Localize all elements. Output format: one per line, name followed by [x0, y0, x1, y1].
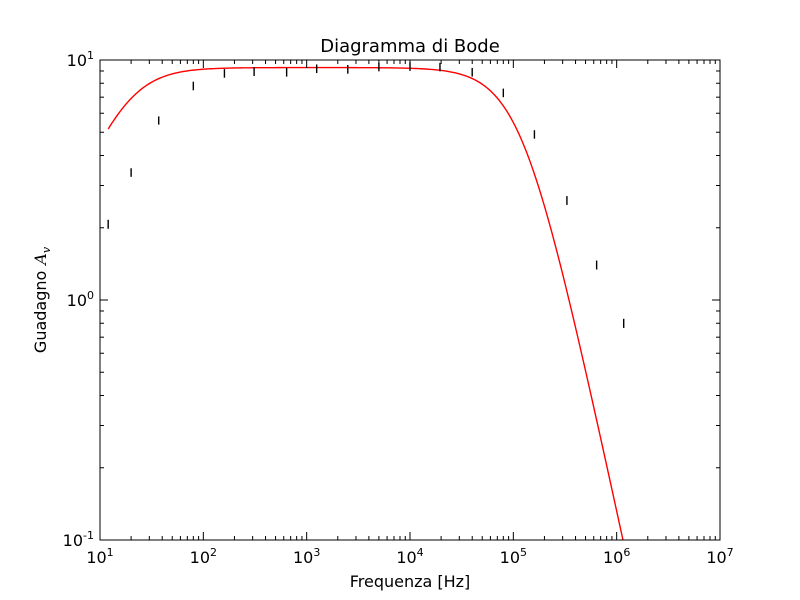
- x-tick-label-3: 103: [293, 546, 320, 567]
- y-tick-label-3: 101: [67, 49, 94, 70]
- y-axis-label-subscript: v: [40, 246, 53, 253]
- x-tick-label-5: 105: [500, 546, 527, 567]
- x-tick-label-6: 106: [603, 546, 630, 567]
- axis-ticks: 101 102 103 104 105 106 107 10-1 100 101: [63, 49, 734, 567]
- x-axis-label: Frequenza [Hz]: [350, 572, 471, 591]
- y-tick-label-1: 10-1: [63, 529, 94, 550]
- y-axis-label: Guadagno Av: [31, 246, 53, 353]
- y-axis-label-text: Guadagno: [31, 271, 50, 353]
- x-tick-label-4: 104: [396, 546, 423, 567]
- fit-curve: [107, 66, 624, 540]
- x-tick-label-2: 102: [190, 546, 217, 567]
- chart-title: Diagramma di Bode: [320, 36, 500, 57]
- y-tick-label-2: 100: [67, 289, 94, 310]
- y-axis-label-symbol: A: [31, 253, 50, 267]
- x-tick-label-1: 101: [86, 546, 113, 567]
- x-tick-label-7: 107: [706, 546, 733, 567]
